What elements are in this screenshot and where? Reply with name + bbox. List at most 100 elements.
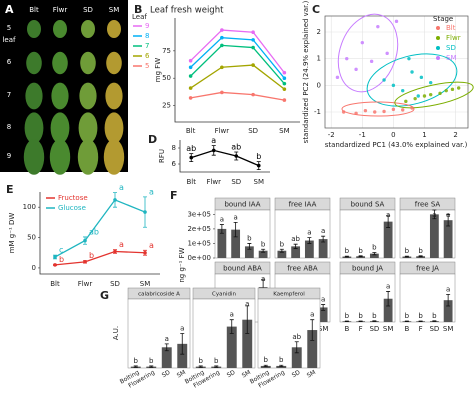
error-bar — [245, 305, 250, 334]
point — [282, 81, 287, 86]
error-bar — [229, 319, 234, 334]
point — [410, 70, 414, 74]
photo-column-label: SM — [109, 6, 119, 14]
x-tick-label: SD — [231, 178, 241, 186]
point — [251, 30, 255, 35]
point — [428, 80, 433, 85]
ellipse — [394, 81, 474, 109]
point — [188, 65, 193, 70]
x-tick-label: B — [344, 325, 349, 333]
y-axis-label: mg FW — [154, 58, 162, 83]
point — [360, 40, 365, 45]
error-bar — [321, 304, 326, 311]
error-bar — [164, 343, 169, 352]
point — [143, 250, 147, 255]
error-bar — [321, 235, 326, 243]
y-axis-label: ng g⁻¹ FW — [178, 247, 186, 282]
point — [220, 90, 224, 95]
photo-column-label: SD — [83, 6, 93, 14]
leaf — [50, 112, 70, 144]
significance-letter: b — [418, 247, 423, 255]
significance-letter: b — [345, 312, 350, 320]
significance-letter: a — [180, 325, 184, 333]
point — [404, 99, 408, 104]
facet-title: bound IAA — [224, 201, 260, 209]
photo-row-label: 7 — [7, 91, 11, 99]
legend-label: Fructose — [58, 194, 88, 202]
legend-label: 6 — [145, 52, 150, 60]
x-tick-label: SM — [254, 178, 264, 186]
x-tick-label: SD — [369, 325, 379, 333]
significance-letter: b — [345, 247, 350, 255]
point — [282, 70, 287, 75]
photo-row-label: 6 — [7, 58, 12, 66]
y-tick-label: 25 — [162, 102, 171, 110]
bar — [244, 246, 254, 258]
x-tick-label: SD — [248, 127, 258, 135]
leaf — [106, 51, 122, 75]
error-bar — [133, 365, 138, 368]
x-tick-label: SM — [383, 325, 393, 333]
error-bar — [233, 221, 238, 238]
leaf — [51, 82, 69, 110]
facet-title: calabricoside A — [138, 292, 180, 298]
bar — [231, 229, 241, 258]
significance-letter: b — [358, 312, 363, 320]
point — [211, 148, 216, 153]
significance-letter: ab — [186, 144, 196, 153]
x-tick-label: SM — [318, 325, 328, 333]
x-tick-label: SM — [176, 369, 187, 380]
point — [220, 43, 224, 48]
point — [234, 154, 239, 158]
y-tick-label: 2e+05 — [187, 225, 211, 233]
point — [391, 107, 396, 112]
point — [401, 88, 405, 93]
axis-line — [174, 18, 300, 123]
point — [416, 94, 420, 98]
facet-title: bound SA — [351, 201, 385, 209]
point — [419, 75, 424, 80]
point — [382, 78, 386, 82]
x-tick-label: Blt — [186, 127, 196, 135]
error-bar — [279, 364, 284, 368]
legend-swatch — [436, 36, 440, 40]
leaf — [103, 139, 125, 175]
point — [188, 74, 193, 78]
facet-title: Kaempferol — [273, 292, 305, 298]
x-tick-label: Flwr — [78, 280, 93, 288]
panel-label: B — [134, 3, 142, 16]
point — [282, 76, 287, 81]
error-bar — [214, 365, 219, 368]
point — [376, 24, 380, 29]
series-line — [191, 149, 260, 167]
photo-row-title: leaf — [2, 36, 16, 44]
error-bar — [247, 243, 252, 250]
legend-label: SM — [446, 54, 456, 62]
y-tick-label: 50 — [162, 74, 171, 82]
bar — [443, 300, 453, 322]
significance-letter: a — [230, 311, 234, 319]
error-bar — [294, 341, 299, 354]
point — [143, 210, 147, 214]
point — [113, 198, 117, 202]
significance-letter: b — [89, 251, 94, 260]
photo-row-label: 8 — [7, 123, 11, 131]
bar — [356, 256, 366, 258]
x-tick-label: -2 — [328, 131, 335, 139]
error-bar — [372, 320, 377, 322]
point — [413, 96, 417, 101]
bar — [416, 256, 426, 258]
y-tick-label: -1 — [314, 108, 321, 116]
point — [401, 108, 405, 112]
bar — [429, 214, 439, 258]
legend-label: 5 — [145, 62, 149, 70]
x-tick-label: 0 — [391, 131, 395, 139]
point — [113, 249, 117, 254]
leaf — [53, 20, 67, 38]
bar — [291, 246, 301, 258]
bar — [307, 330, 318, 368]
point — [251, 63, 255, 67]
y-tick-label: 75 — [162, 47, 171, 55]
series-line — [190, 91, 285, 101]
